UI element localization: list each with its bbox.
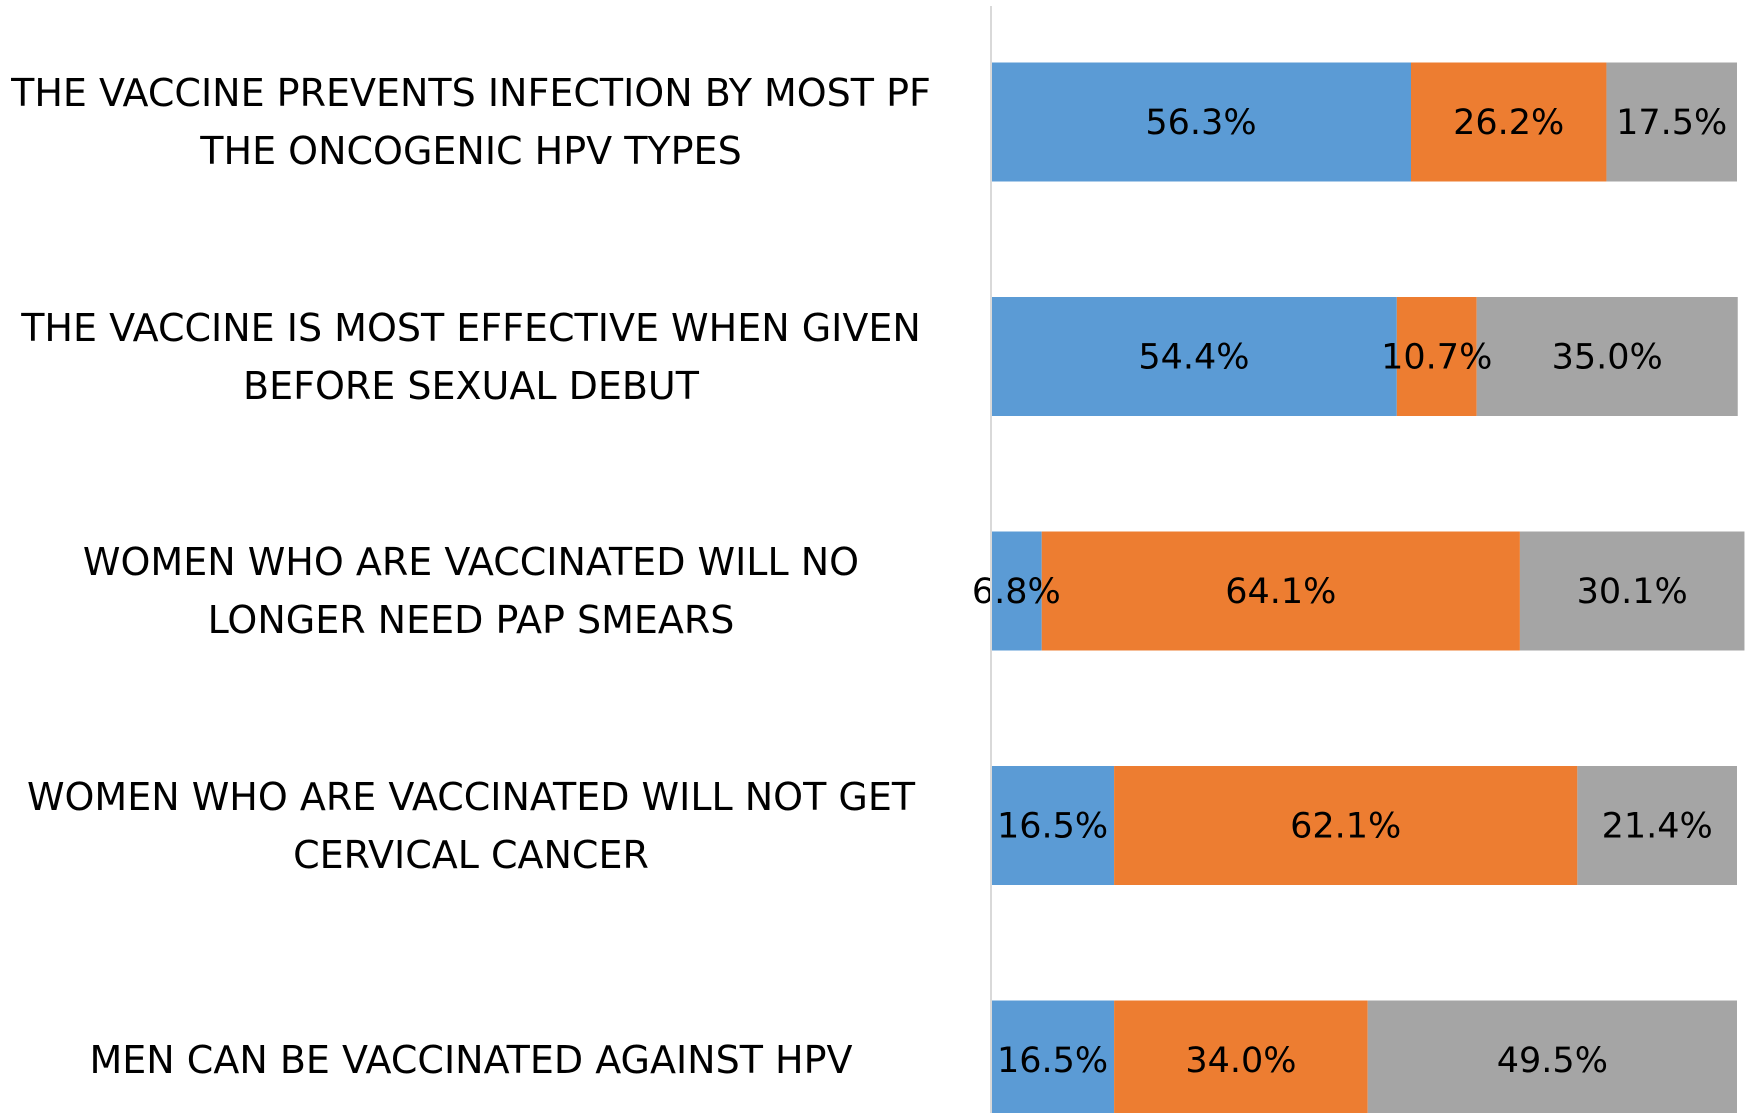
category-label: WOMEN WHO ARE VACCINATED WILL NOT GET CE…	[26, 774, 916, 877]
data-label: 26.2%	[1453, 103, 1564, 143]
bar-segment	[1577, 766, 1737, 885]
data-label: 21.4%	[1602, 807, 1713, 847]
bar-segment	[991, 62, 1411, 182]
bar-segment	[1476, 297, 1738, 416]
data-label: 49.5%	[1497, 1041, 1608, 1081]
data-label: 17.5%	[1616, 103, 1727, 143]
data-label: 16.5%	[997, 807, 1108, 847]
bar-segment	[991, 766, 1115, 885]
category-label: WOMEN WHO ARE VACCINATED WILL NO LONGER …	[82, 540, 860, 642]
data-label: 30.1%	[1577, 572, 1688, 612]
data-label: 54.4%	[1138, 338, 1249, 378]
data-label: 16.5%	[997, 1041, 1108, 1081]
bar-segment	[991, 297, 1397, 416]
bar-segment	[991, 1000, 1115, 1113]
data-label: 10.7%	[1381, 338, 1492, 378]
data-label: 6.8%	[972, 572, 1061, 612]
bar-segment	[1114, 766, 1578, 885]
category-label: MEN CAN BE VACCINATED AGAINST HPV	[89, 1038, 853, 1082]
data-label: 34.0%	[1185, 1041, 1296, 1081]
bar-segment	[1367, 1000, 1737, 1113]
data-label: 35.0%	[1552, 338, 1663, 378]
bar-segment	[1606, 62, 1737, 182]
category-label: THE VACCINE IS MOST EFFECTIVE WHEN GIVEN…	[21, 305, 921, 408]
bar-segment	[1114, 1000, 1368, 1113]
data-label: 56.3%	[1145, 103, 1256, 143]
bar-segment	[1410, 62, 1607, 182]
bar-segment	[1519, 531, 1745, 651]
bar-segment	[991, 531, 1042, 651]
bar-segment	[1041, 531, 1520, 651]
data-label: 62.1%	[1290, 807, 1401, 847]
bar-segment	[1396, 297, 1477, 416]
data-label: 64.1%	[1225, 572, 1336, 612]
category-label: THE VACCINE PREVENTS INFECTION BY MOST P…	[11, 71, 931, 173]
